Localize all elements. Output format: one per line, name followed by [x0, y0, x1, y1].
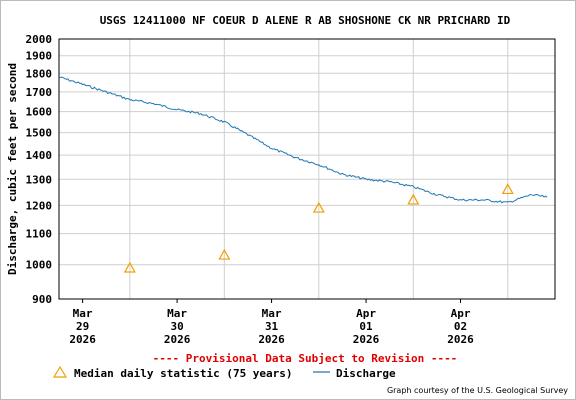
x-axis-ticks: Mar292026Mar302026Mar312026Apr012026Apr0…	[69, 299, 474, 346]
x-tick-label: 29	[76, 320, 89, 333]
y-tick-label: 1400	[26, 149, 53, 162]
median-point	[407, 193, 420, 205]
x-tick-label: 2026	[258, 333, 285, 346]
provisional-notice: ---- Provisional Data Subject to Revisio…	[153, 352, 458, 365]
y-axis-ticks: 900 1000 1100 1200 1300 1400 1500 1600 1700 1800 1…	[26, 33, 53, 306]
x-tick-label: 2026	[164, 333, 191, 346]
median-point	[218, 248, 231, 260]
y-tick-label: 1500	[26, 127, 53, 140]
x-tick-label: 01	[359, 320, 373, 333]
median-point	[123, 261, 136, 273]
plot-area	[58, 38, 556, 300]
legend-discharge-label: Discharge	[336, 367, 396, 380]
y-tick-label: 1900	[26, 50, 53, 63]
legend-median-label: Median daily statistic (75 years)	[74, 367, 293, 380]
y-tick-label: 1700	[26, 86, 53, 99]
y-tick-label: 1100	[26, 228, 53, 241]
x-tick-label: Apr	[356, 307, 376, 320]
discharge-line	[58, 76, 548, 204]
series-group	[58, 76, 548, 273]
y-tick-label: 1800	[26, 67, 53, 80]
x-tick-label: Mar	[167, 307, 187, 320]
median-point	[501, 183, 514, 195]
x-tick-label: 2026	[447, 333, 474, 346]
y-tick-label: 1000	[26, 259, 53, 272]
y-tick-label: 1600	[26, 106, 53, 119]
y-tick-label: 1200	[26, 199, 53, 212]
x-tick-label: Apr	[451, 307, 471, 320]
legend: Median daily statistic (75 years) Discha…	[52, 365, 396, 380]
courtesy-note: Graph courtesy of the U.S. Geological Su…	[387, 386, 568, 395]
x-tick-label: 2026	[353, 333, 380, 346]
x-tick-label: Mar	[73, 307, 93, 320]
x-tick-label: 30	[170, 320, 183, 333]
median-point	[312, 201, 325, 213]
x-tick-label: Mar	[262, 307, 282, 320]
chart-title: USGS 12411000 NF COEUR D ALENE R AB SHOS…	[100, 14, 511, 27]
legend-median-marker	[52, 365, 68, 378]
y-axis-label: Discharge, cubic feet per second	[6, 63, 19, 275]
y-tick-label: 900	[32, 293, 52, 306]
x-tick-label: 2026	[69, 333, 96, 346]
x-tick-label: 31	[265, 320, 279, 333]
y-tick-label: 1300	[26, 173, 53, 186]
y-tick-label: 2000	[26, 33, 53, 46]
x-tick-label: 02	[454, 320, 467, 333]
